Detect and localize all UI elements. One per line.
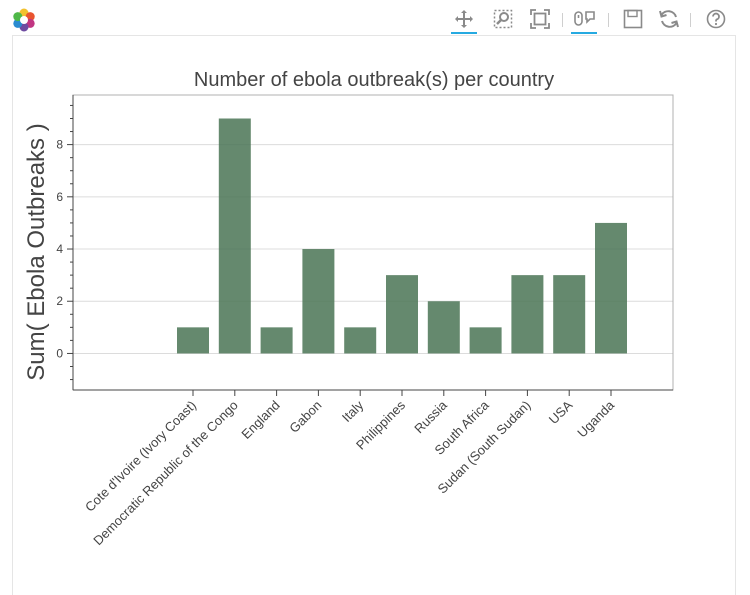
x-tick-label: Italy bbox=[339, 397, 367, 425]
bar[interactable] bbox=[177, 327, 209, 354]
y-tick-label: 0 bbox=[56, 346, 63, 360]
y-tick-label: 8 bbox=[56, 138, 63, 152]
x-tick-label: England bbox=[238, 398, 282, 442]
bar[interactable] bbox=[344, 327, 377, 354]
x-tick-label: Uganda bbox=[574, 397, 617, 440]
save-icon bbox=[623, 9, 643, 29]
save-tool[interactable] bbox=[620, 6, 646, 34]
resize-icon bbox=[530, 9, 550, 29]
toolbar-separator bbox=[608, 13, 609, 27]
x-tick-label: Gabon bbox=[286, 398, 324, 436]
reset-icon bbox=[659, 10, 679, 28]
y-tick-label: 4 bbox=[56, 242, 63, 256]
y-axis-label: Sum( Ebola Outbreaks ) bbox=[23, 123, 50, 380]
bar[interactable] bbox=[469, 327, 502, 354]
bar[interactable] bbox=[427, 301, 460, 354]
bar[interactable] bbox=[218, 118, 251, 354]
resize-tool[interactable] bbox=[527, 6, 553, 34]
box-zoom-icon bbox=[493, 9, 513, 29]
bar[interactable] bbox=[553, 275, 586, 354]
bar[interactable] bbox=[511, 275, 544, 354]
help-tool[interactable] bbox=[703, 6, 729, 34]
bar[interactable] bbox=[260, 327, 293, 354]
bokeh-logo-icon bbox=[13, 8, 35, 32]
chart-title: Number of ebola outbreak(s) per country bbox=[194, 69, 554, 91]
bar[interactable] bbox=[595, 222, 627, 354]
toolbar-separator bbox=[562, 13, 563, 27]
bar[interactable] bbox=[386, 275, 418, 354]
box-zoom-tool[interactable] bbox=[490, 6, 516, 34]
y-tick-label: 2 bbox=[56, 294, 63, 308]
bar[interactable] bbox=[302, 249, 335, 354]
x-tick-label: Russia bbox=[411, 397, 450, 436]
bars bbox=[177, 118, 627, 354]
pan-tool[interactable] bbox=[451, 6, 477, 34]
plot-canvas[interactable] bbox=[12, 35, 736, 595]
reset-tool[interactable] bbox=[655, 6, 681, 34]
toolbar bbox=[0, 0, 750, 40]
hover-icon bbox=[574, 11, 595, 26]
toolbar-separator bbox=[690, 13, 691, 27]
help-icon bbox=[706, 9, 726, 29]
y-tick-label: 6 bbox=[56, 190, 63, 204]
x-tick-label: USA bbox=[546, 397, 576, 427]
pan-icon bbox=[455, 10, 473, 28]
hover-tool[interactable] bbox=[571, 6, 597, 34]
